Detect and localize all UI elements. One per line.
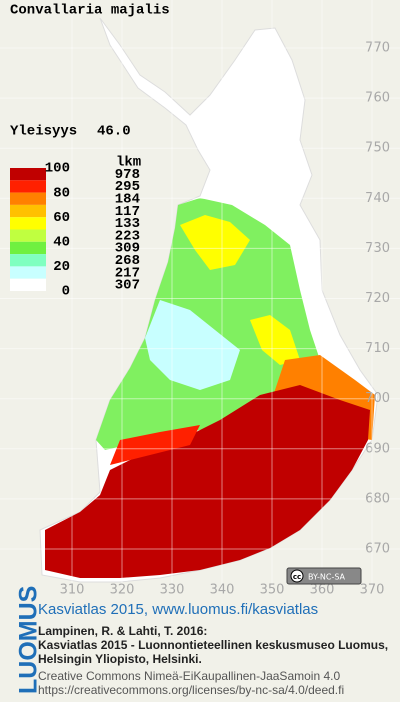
license-line: Creative Commons Nimeä-EiKaupallinen-Jaa… [38,669,340,683]
range-yellow [180,215,250,270]
legend-scale-label: 40 [53,235,70,251]
x-tick-label: 360 [310,583,335,598]
legend-swatch [10,192,46,205]
y-tick-label: 740 [365,191,390,206]
y-tick-label: 760 [365,91,390,106]
legend-scale-label: 20 [53,259,70,275]
x-tick-label: 370 [360,583,385,598]
range-high [45,385,370,578]
legend-swatch [10,229,46,242]
cc-icon [290,569,304,583]
species-title: Convallaria majalis [10,3,170,19]
x-tick-label: 310 [60,583,85,598]
legend-swatch [10,168,46,181]
legend-count: 978 [115,167,140,183]
range-red [110,425,200,465]
legend-swatch [10,180,46,193]
legend-scale-label: 100 [45,161,70,177]
y-tick-label: 750 [365,141,390,156]
legend-swatch [10,204,46,218]
legend-count: 133 [115,216,140,232]
legend-scale-label: 60 [53,210,70,226]
y-tick-label: 700 [365,391,390,406]
y-tick-label: 730 [365,241,390,256]
frequency-value: 46.0 [97,124,131,140]
legend-swatch [10,254,46,267]
license-line: https://creativecommons.org/licenses/by-… [38,683,344,697]
frequency-label: Yleisyys [10,124,77,140]
range-pale [145,300,240,390]
headline: Kasviatlas 2015, www.luomus.fi/kasviatla… [38,601,318,618]
legend-scale-label: 80 [53,185,70,201]
legend-swatch [10,278,46,291]
license-badge-text: BY-NC-SA [308,573,346,582]
legend-count: 307 [115,278,140,294]
citation-line: Helsingin Yliopisto, Helsinki. [38,652,202,666]
legend-count: 309 [115,241,140,257]
legend-swatch [10,241,46,255]
legend-swatch [10,266,46,279]
legend-count: 295 [115,179,140,195]
cc-icon-text: cc [293,573,301,581]
brand: LUOMUS [15,586,43,694]
legend-count: 223 [115,228,140,244]
x-tick-label: 320 [110,583,135,598]
legend-count: 117 [115,204,140,220]
legend-count: 268 [115,253,140,269]
license-badge [286,567,362,585]
y-tick-label: 770 [365,41,390,56]
citation-line: Lampinen, R. & Lahti, T. 2016: [38,624,207,638]
legend-count: 184 [115,191,140,207]
y-tick-label: 690 [365,441,390,456]
legend-scale-label: 0 [62,284,70,300]
y-tick-label: 680 [365,491,390,506]
range-low [96,198,320,450]
x-tick-label: 350 [260,583,285,598]
y-tick-label: 670 [365,542,390,557]
y-tick-label: 710 [365,341,390,356]
legend-swatch [10,217,46,230]
legend-count: 217 [115,265,140,281]
x-tick-label: 340 [210,583,235,598]
y-tick-label: 720 [365,291,390,306]
range-yellow [250,315,300,365]
legend-header: lkm [116,155,141,171]
x-tick-label: 330 [160,583,185,598]
citation-line: Kasviatlas 2015 - Luonnontieteellinen ke… [38,638,388,652]
